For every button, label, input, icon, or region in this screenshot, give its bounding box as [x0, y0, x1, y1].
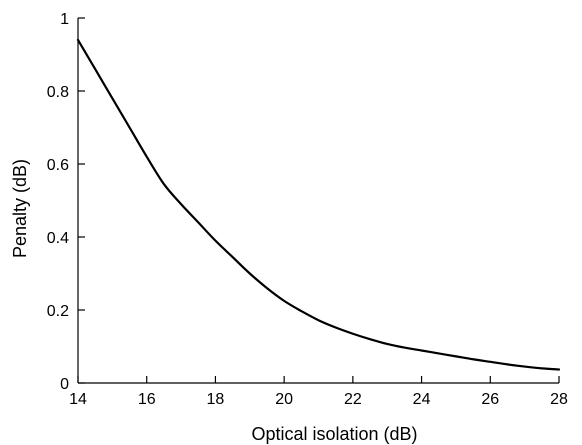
- x-tick-label: 24: [413, 391, 431, 408]
- x-axis-ticks: 14 16 18 20 22 24 26 28: [69, 376, 568, 408]
- y-tick-label: 0.6: [47, 157, 69, 174]
- y-tick-label: 0: [60, 376, 69, 393]
- x-axis-title: Optical isolation (dB): [251, 424, 417, 444]
- plot-area: 14 16 18 20 22 24 26 28 0 0.2 0.4 0.6 0.8 1: [47, 11, 568, 408]
- x-tick-label: 14: [69, 391, 87, 408]
- series-line: [76, 38, 561, 371]
- y-tick-label: 0.2: [47, 303, 69, 320]
- y-axis-ticks: 0 0.2 0.4 0.6 0.8 1: [47, 11, 85, 393]
- x-tick-label: 22: [344, 391, 362, 408]
- x-tick-label: 18: [207, 391, 225, 408]
- y-tick-label: 0.8: [47, 84, 69, 101]
- y-axis-title: Penalty (dB): [10, 159, 30, 258]
- x-tick-label: 26: [481, 391, 499, 408]
- y-tick-label: 0.4: [47, 230, 69, 247]
- x-tick-label: 16: [138, 391, 156, 408]
- y-tick-label: 1: [60, 11, 69, 28]
- x-tick-label: 28: [550, 391, 568, 408]
- x-tick-label: 20: [275, 391, 293, 408]
